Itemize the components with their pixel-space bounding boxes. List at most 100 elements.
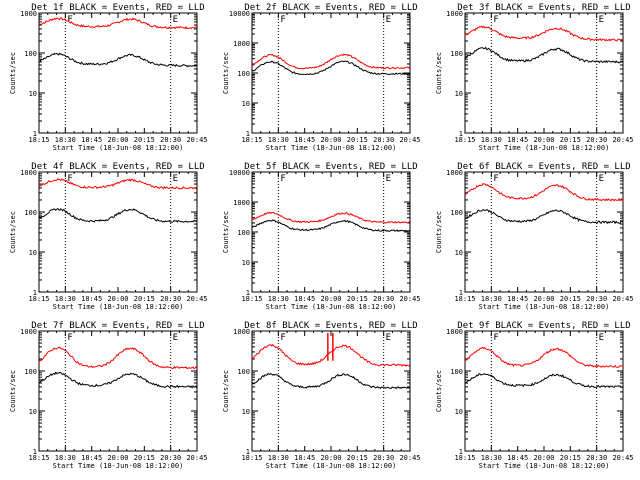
marker-label: F (280, 333, 285, 343)
y-tick-label: 10 (242, 100, 250, 108)
y-tick-label: 1 (246, 130, 250, 138)
x-tick-label: 20:15 (560, 136, 581, 144)
x-tick-label: 18:15 (28, 454, 49, 462)
y-axis-label: Counts/sec (222, 211, 230, 253)
y-tick-label: 100 (450, 368, 463, 376)
plot-frame (38, 12, 198, 134)
x-axis-label: Start Time (18-Jun-08 18:12:00) (266, 303, 397, 311)
y-tick-label: 100 (450, 209, 463, 217)
y-tick-label: 1000 (446, 328, 463, 336)
marker-label: F (67, 15, 72, 25)
y-tick-label: 1 (33, 130, 37, 138)
marker-label: E (386, 174, 391, 184)
y-tick-label: 100 (24, 368, 37, 376)
y-tick-label: 100 (24, 50, 37, 58)
y-tick-label: 10000 (229, 10, 250, 18)
x-tick-label: 20:00 (107, 454, 128, 462)
marker-label: F (493, 15, 498, 25)
panel-6: Det 6f BLACK = Events, RED = LLD 1 10 100 10… (435, 162, 634, 311)
lld-series (38, 178, 198, 190)
x-tick-label: 18:15 (454, 454, 475, 462)
panel-5: Det 5f BLACK = Events, RED = LLD 1 10 100 10… (222, 162, 421, 311)
x-tick-label: 18:15 (28, 136, 49, 144)
x-axis-label: Start Time (18-Jun-08 18:12:00) (479, 303, 610, 311)
x-tick-label: 18:30 (55, 454, 76, 462)
events-series (251, 60, 411, 76)
x-tick-label: 20:45 (186, 454, 207, 462)
x-tick-label: 18:30 (268, 454, 289, 462)
x-tick-label: 20:00 (107, 295, 128, 303)
lld-series (464, 25, 624, 42)
marker-label: F (493, 174, 498, 184)
y-tick-label: 1000 (446, 10, 463, 18)
y-tick-label: 1000 (446, 169, 463, 177)
panel-title: Det 2f BLACK = Events, RED = LLD (244, 3, 417, 13)
y-tick-label: 10 (455, 90, 463, 98)
lld-series (251, 211, 411, 224)
plot-frame (38, 171, 198, 293)
plot-frame (251, 330, 411, 452)
panel-title: Det 3f BLACK = Events, RED = LLD (457, 3, 630, 13)
lld-series (252, 53, 411, 70)
marker-label: E (173, 15, 178, 25)
y-tick-label: 1000 (233, 328, 250, 336)
x-tick-label: 20:30 (373, 136, 394, 144)
events-series (38, 52, 198, 68)
x-tick-label: 20:45 (399, 454, 420, 462)
y-tick-label: 100 (237, 70, 250, 78)
panel-8: Det 8f BLACK = Events, RED = LLD 1 10 100 10… (222, 321, 421, 470)
y-tick-label: 100 (450, 50, 463, 58)
y-tick-label: 1000 (20, 328, 37, 336)
x-tick-label: 18:15 (241, 295, 262, 303)
x-tick-label: 20:45 (399, 295, 420, 303)
lld-series (38, 17, 198, 30)
plot-frame (251, 171, 411, 293)
y-axis-label: Counts/sec (435, 370, 443, 412)
x-tick-label: 18:45 (507, 136, 528, 144)
x-tick-label: 20:30 (586, 454, 607, 462)
y-tick-label: 10 (455, 408, 463, 416)
marker-label: E (173, 174, 178, 184)
x-axis-label: Start Time (18-Jun-08 18:12:00) (53, 303, 184, 311)
panel-title: Det 9f BLACK = Events, RED = LLD (457, 321, 630, 331)
marker-label: E (386, 15, 391, 25)
y-axis-label: Counts/sec (435, 52, 443, 94)
marker-label: F (67, 333, 72, 343)
x-tick-label: 20:15 (134, 454, 155, 462)
y-tick-label: 1 (246, 289, 250, 297)
y-tick-label: 1000 (20, 10, 37, 18)
y-tick-label: 10000 (229, 169, 250, 177)
x-tick-label: 18:45 (294, 295, 315, 303)
marker-label: E (173, 333, 178, 343)
plot-frame (464, 171, 624, 293)
x-tick-label: 18:45 (81, 295, 102, 303)
lld-series (38, 346, 198, 370)
y-axis-label: Counts/sec (435, 211, 443, 253)
lld-series (464, 346, 624, 369)
events-series (464, 209, 624, 225)
x-tick-label: 18:30 (481, 136, 502, 144)
x-tick-label: 18:15 (28, 295, 49, 303)
y-tick-label: 100 (237, 368, 250, 376)
panel-title: Det 4f BLACK = Events, RED = LLD (31, 162, 204, 172)
x-tick-label: 20:45 (612, 136, 633, 144)
x-tick-label: 20:15 (134, 136, 155, 144)
panel-title: Det 5f BLACK = Events, RED = LLD (244, 162, 417, 172)
marker-label: F (280, 174, 285, 184)
y-tick-label: 10 (29, 90, 37, 98)
panel-1: Det 1f BLACK = Events, RED = LLD 1 10 100 10… (9, 3, 208, 152)
y-tick-label: 1 (33, 448, 37, 456)
x-tick-label: 20:30 (586, 295, 607, 303)
plot-frame (251, 12, 411, 134)
y-tick-label: 1 (459, 289, 463, 297)
x-tick-label: 20:00 (320, 136, 341, 144)
x-tick-label: 20:15 (560, 454, 581, 462)
x-axis-label: Start Time (18-Jun-08 18:12:00) (479, 144, 610, 152)
x-tick-label: 18:30 (55, 136, 76, 144)
marker-label: E (599, 333, 604, 343)
panel-title: Det 7f BLACK = Events, RED = LLD (31, 321, 204, 331)
y-tick-label: 1000 (20, 169, 37, 177)
y-tick-label: 10 (29, 408, 37, 416)
y-tick-label: 10 (455, 249, 463, 257)
